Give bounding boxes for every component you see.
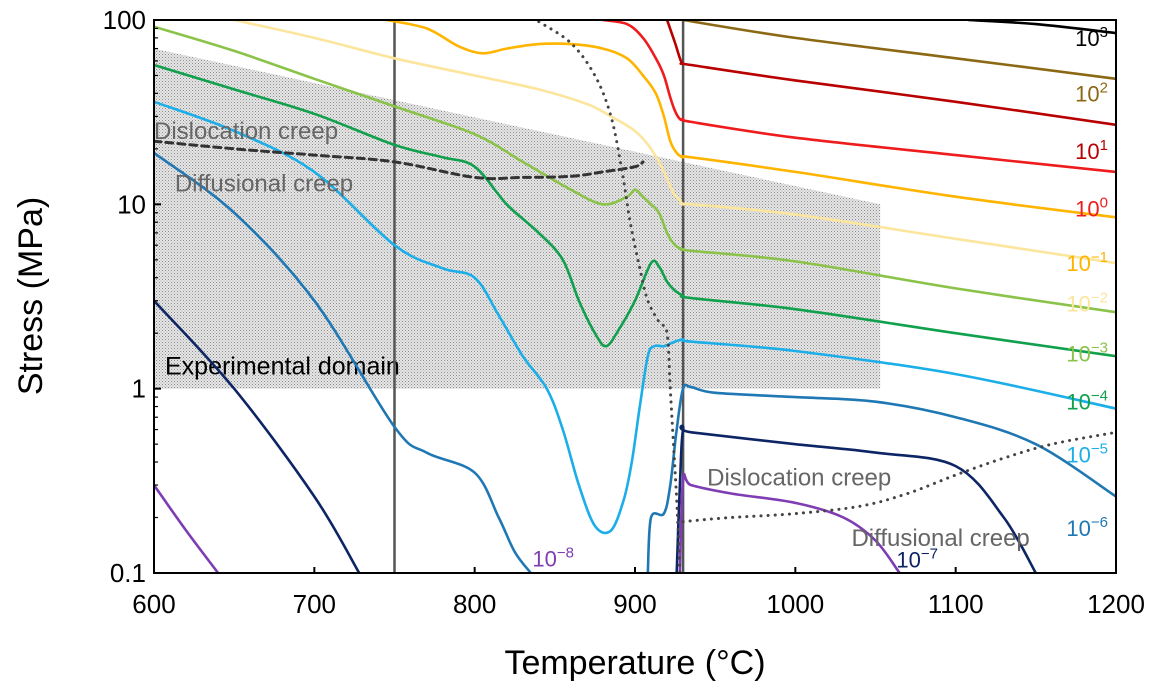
x-tick-label: 700 (293, 589, 336, 619)
regime-label: Dislocation creep (154, 118, 338, 145)
x-tick-label: 1200 (1087, 589, 1145, 619)
series-line (681, 20, 1116, 81)
x-tick-label: 900 (613, 589, 656, 619)
series-line (154, 299, 361, 573)
experimental-domain-region (154, 48, 881, 389)
series-line (154, 25, 1116, 314)
y-tick-label: 100 (103, 5, 146, 35)
series-line (601, 20, 1116, 174)
series-line (154, 151, 533, 573)
series-label: 10−4 (1066, 388, 1108, 415)
regime-label: Diffusional creep (851, 525, 1029, 552)
series-label: 10−6 (1066, 514, 1108, 541)
y-tick-label: 0.1 (110, 558, 146, 588)
y-tick-label: 1 (132, 374, 146, 404)
regime-label: Dislocation creep (707, 464, 891, 491)
x-tick-label: 800 (453, 589, 496, 619)
series-line (232, 20, 1116, 265)
series-line (646, 383, 1116, 573)
series-label: 10−5 (1066, 440, 1108, 467)
series-line (675, 424, 1038, 573)
series-line (665, 20, 1116, 127)
series-label: 100 (1075, 194, 1108, 221)
y-tick-label: 10 (117, 189, 146, 219)
boundary-dotted-line (681, 430, 1116, 524)
series-label: 10−3 (1066, 340, 1108, 367)
series-label: 10−2 (1066, 289, 1108, 316)
regime-label: Diffusional creep (175, 170, 353, 197)
x-tick-label: 1000 (766, 589, 824, 619)
boundary-dotted-line (537, 20, 682, 573)
series-line (154, 100, 1116, 535)
series-label: 10−7 (896, 546, 938, 573)
series-line (154, 63, 1116, 358)
series-label: 101 (1075, 137, 1108, 164)
x-tick-label: 600 (132, 589, 175, 619)
x-tick-label: 1100 (928, 589, 984, 619)
experimental-domain-label: Experimental domain (165, 353, 400, 381)
y-axis-label: Stress (MPa) (12, 197, 50, 395)
boundary-dashed-line (154, 139, 645, 181)
series-label: 10−1 (1066, 249, 1108, 276)
x-axis-label: Temperature (°C) (504, 644, 765, 682)
series-line (385, 20, 1116, 219)
series-label: 102 (1075, 79, 1108, 106)
series-label: 103 (1075, 24, 1108, 51)
series-label: 10−8 (532, 544, 574, 571)
series-line (154, 483, 220, 573)
series-line (678, 472, 901, 573)
